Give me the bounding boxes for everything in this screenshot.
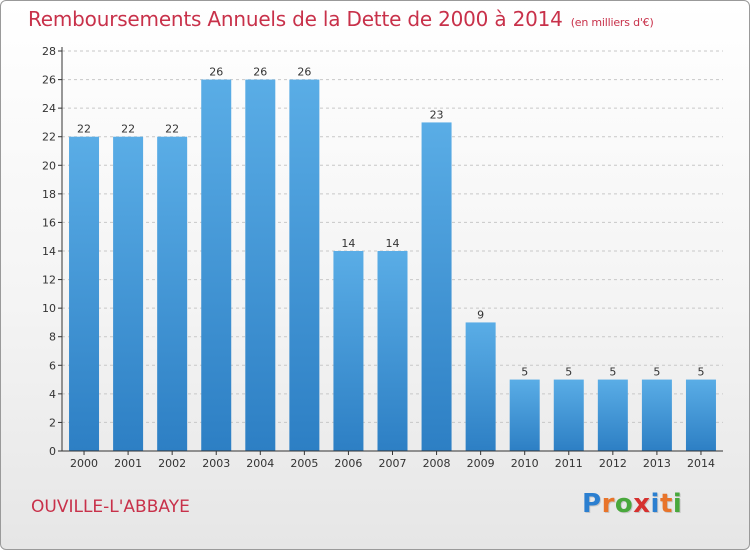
y-tick-label: 4 [49,388,56,401]
logo-letter: i [650,489,660,519]
y-tick-label: 8 [49,331,56,344]
x-tick-label-2011: 2011 [555,457,583,470]
data-label-2000: 22 [77,123,91,136]
logo-letter: x [633,489,651,519]
bar-2005 [289,79,320,452]
bar-2001 [113,136,144,451]
data-label-2007: 14 [386,237,400,250]
logo-letter: i [672,489,683,519]
y-tick-label: 6 [49,359,56,372]
bars: 22 22 22 26 26 26 14 14 23 9 5 5 5 5 5 [69,66,716,452]
bar-2008 [421,122,452,451]
data-label-2009: 9 [477,308,484,321]
chart-title: Remboursements Annuels de la Dette de 20… [28,7,654,31]
y-tick-label: 28 [42,45,56,58]
logo-letter: t [659,489,673,519]
x-tick-label-2001: 2001 [114,457,142,470]
y-tick-label: 16 [42,216,56,229]
x-tick-label-2002: 2002 [158,457,186,470]
y-tick-label: 0 [49,445,56,458]
chart-title-unit: (en milliers d'€) [570,16,654,29]
y-tick-label: 18 [42,188,56,201]
bar-2009 [465,322,496,451]
bar-2006 [333,251,364,451]
bar-2007 [377,251,408,451]
logo-letter: P [582,489,602,519]
bar-2000 [69,136,100,451]
y-tick-label: 14 [42,245,56,258]
x-tick-label-2003: 2003 [202,457,230,470]
y-tick-label: 20 [42,159,56,172]
logo-letter: o [614,489,634,519]
data-label-2003: 26 [209,66,223,79]
x-tick-label-2006: 2006 [334,457,362,470]
bar-2014 [685,379,716,451]
commune-name: OUVILLE-L'ABBAYE [31,497,190,517]
proxiti-logo[interactable]: Proxiti [582,489,682,519]
x-tick-label-2004: 2004 [246,457,274,470]
y-tick-label: 22 [42,131,56,144]
y-tick-label: 2 [49,416,56,429]
data-label-2002: 22 [165,123,179,136]
data-label-2006: 14 [341,237,355,250]
x-tick-label-2000: 2000 [70,457,98,470]
x-tick-label-2014: 2014 [687,457,715,470]
data-label-2011: 5 [565,366,572,379]
data-label-2004: 26 [253,66,267,79]
bar-2003 [201,79,232,452]
chart-title-text: Remboursements Annuels de la Dette de 20… [28,7,563,31]
x-tick-label-2009: 2009 [467,457,495,470]
y-tick-label: 26 [42,74,56,87]
data-label-2005: 26 [297,66,311,79]
logo-letter: r [601,489,615,519]
x-tick-label-2008: 2008 [423,457,451,470]
x-tick-label-2007: 2007 [379,457,407,470]
y-tick-label: 10 [42,302,56,315]
bar-2011 [553,379,584,451]
bar-2013 [641,379,672,451]
data-label-2001: 22 [121,123,135,136]
x-tick-label-2005: 2005 [290,457,318,470]
x-tick-label-2010: 2010 [511,457,539,470]
y-tick-label: 24 [42,102,56,115]
bar-2012 [597,379,628,451]
x-tick-label-2013: 2013 [643,457,671,470]
data-label-2010: 5 [521,366,528,379]
data-label-2014: 5 [697,366,704,379]
bar-2002 [157,136,188,451]
bar-2010 [509,379,540,451]
x-tick-label-2012: 2012 [599,457,627,470]
data-label-2012: 5 [609,366,616,379]
y-tick-label: 12 [42,274,56,287]
bar-2004 [245,79,276,452]
data-label-2008: 23 [430,108,444,121]
data-label-2013: 5 [653,366,660,379]
